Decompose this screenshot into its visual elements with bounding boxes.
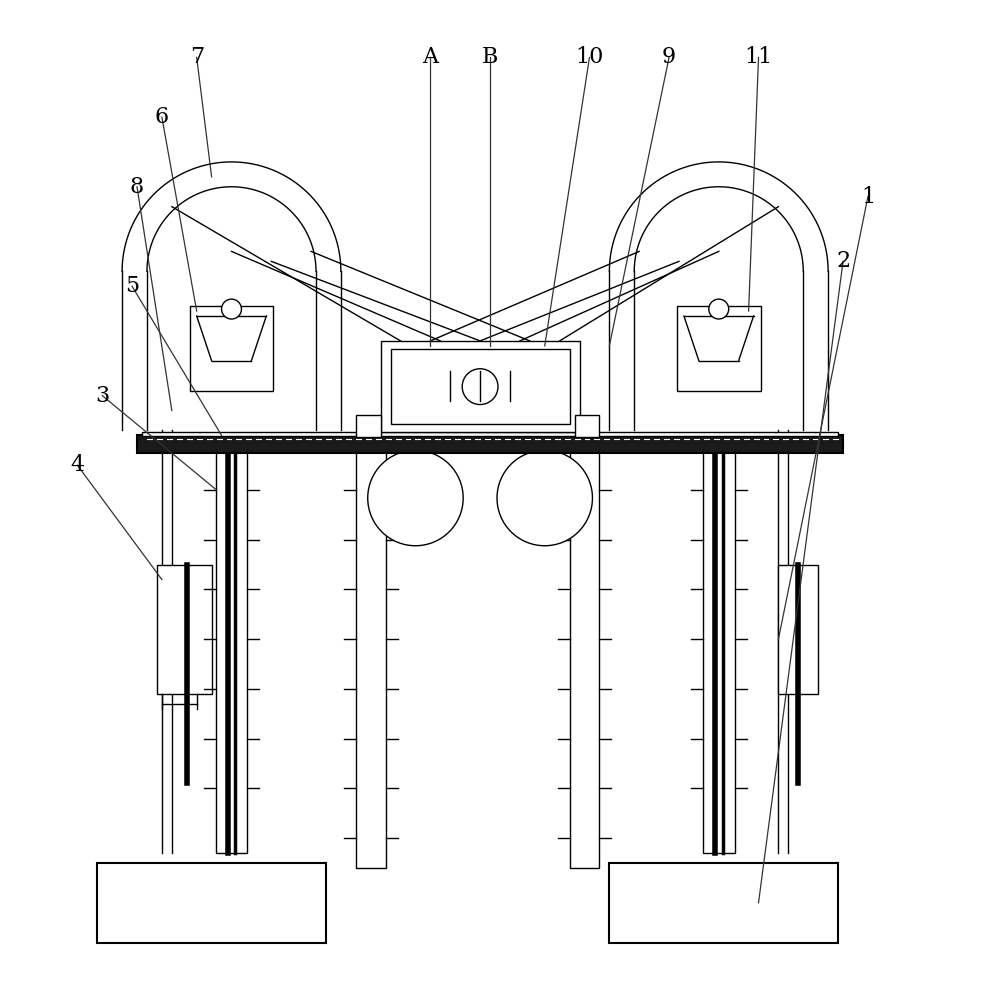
Bar <box>391 349 570 424</box>
Circle shape <box>462 369 498 405</box>
Text: 6: 6 <box>155 106 169 128</box>
Bar <box>609 863 838 943</box>
Bar <box>190 306 273 391</box>
Text: B: B <box>482 46 498 68</box>
Text: 4: 4 <box>71 454 84 476</box>
Circle shape <box>709 299 729 319</box>
Bar <box>356 415 381 437</box>
Text: 5: 5 <box>125 275 139 297</box>
Text: 10: 10 <box>576 46 603 68</box>
Text: A: A <box>422 46 438 68</box>
Bar <box>142 432 838 436</box>
Bar <box>570 440 599 868</box>
Bar <box>356 440 386 868</box>
Bar <box>677 306 760 391</box>
Bar <box>137 435 843 453</box>
Text: 8: 8 <box>130 176 144 198</box>
Bar <box>216 435 248 853</box>
Text: 1: 1 <box>861 186 875 208</box>
Circle shape <box>497 450 592 546</box>
Bar <box>778 565 818 694</box>
Text: 3: 3 <box>95 385 109 407</box>
Text: 11: 11 <box>745 46 772 68</box>
Bar <box>157 565 212 694</box>
Bar <box>381 341 580 432</box>
Bar <box>97 863 326 943</box>
Text: 7: 7 <box>190 46 204 68</box>
Text: 9: 9 <box>662 46 676 68</box>
Bar <box>703 435 735 853</box>
Circle shape <box>222 299 242 319</box>
Bar <box>575 415 599 437</box>
Circle shape <box>368 450 463 546</box>
Text: 2: 2 <box>836 250 850 272</box>
